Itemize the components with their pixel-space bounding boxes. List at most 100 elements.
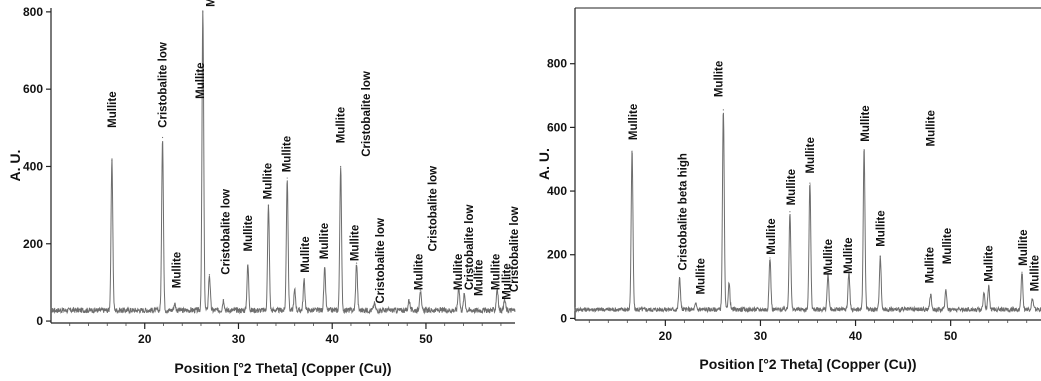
x-tick-label: 40 (849, 329, 863, 343)
x-tick-label: 20 (138, 332, 152, 346)
peak-point (983, 292, 985, 294)
peak-point (809, 182, 811, 184)
peak-phase-label: Mullite (1018, 229, 1030, 265)
peak-point (355, 262, 358, 264)
y-tick-label: 600 (23, 82, 43, 96)
peak-phase-label: Cristobalite low (158, 42, 170, 128)
right-xrd-chart: 0 200 400 600 800 20 30 40 50 Position [°2 Theta]… (536, 7, 1041, 372)
peak-phase-label: Mullite (925, 247, 937, 283)
x-tick-label: 50 (944, 329, 958, 343)
peak-phase-label: Mullite (696, 258, 708, 294)
peak-point (848, 271, 850, 273)
peak-point (408, 299, 410, 301)
peak-point (286, 177, 288, 179)
peak-point (728, 282, 730, 284)
peak-phase-label: Cristobalite low (464, 204, 476, 290)
peak-phase-label: Mullite (843, 237, 855, 273)
peak-point (294, 289, 296, 291)
peak-point (631, 150, 633, 152)
x-tick-label: 50 (419, 332, 433, 346)
x-tick-label: 20 (659, 329, 673, 343)
peak-point (769, 257, 771, 259)
peak-phase-label: Mullite (1029, 255, 1041, 291)
x-tick-label: 30 (232, 332, 246, 346)
peak-phase-label: Mullite (263, 163, 275, 199)
peak-point (863, 149, 865, 151)
peak-point (324, 268, 326, 270)
peak-point (496, 287, 498, 289)
peak-phase-label: Mullite (875, 210, 887, 246)
peak-phase-label: Mullite (490, 254, 502, 290)
peak-point (789, 211, 791, 213)
y-axis-label: A. U. (7, 150, 23, 182)
peak-point (247, 264, 249, 266)
peak-point (303, 279, 305, 282)
peak-point (458, 285, 460, 287)
y-tick-label: 0 (36, 314, 43, 328)
peak-phase-label: Mullite (926, 110, 938, 146)
peak-phase-label: Cristobalite beta high (677, 153, 689, 271)
y-tick-label: 400 (547, 184, 567, 198)
y-tick-label: 0 (560, 311, 567, 325)
x-tick-label: 40 (326, 332, 340, 346)
peak-phase-label: Mullite (413, 254, 425, 290)
xrd-pattern-line (574, 112, 1041, 314)
peak-phase-label: Mullite (350, 225, 362, 261)
peak-point (504, 299, 506, 301)
peak-phase-label: Mullite (766, 218, 778, 254)
peak-point (174, 303, 176, 305)
peak-phase-label: Mullite (300, 236, 312, 272)
peak-point (463, 293, 465, 295)
y-tick-label: 800 (547, 57, 567, 71)
peak-phase-label: Mullite (473, 260, 485, 296)
peak-phase-label: Mullite (823, 239, 835, 275)
y-tick-label: 200 (547, 248, 567, 262)
y-tick-label: 600 (547, 120, 567, 134)
peak-phase-label: Mullite (172, 252, 184, 288)
peak-phase-label: Mullite (714, 61, 726, 97)
peak-phase-label: Mullite (502, 263, 514, 299)
peak-point (679, 278, 681, 280)
x-axis-label: Position [°2 Theta] (Copper (Cu)) (174, 360, 391, 376)
peak-phase-label: Mullite (860, 105, 872, 141)
peak-phase-label: Mullite (942, 228, 954, 264)
peak-point (930, 293, 932, 296)
left-xrd-chart: 0 200 400 600 800 20 30 40 50 Position [°2 Theta]… (7, 0, 521, 376)
peak-phase-label: Mullite (984, 245, 996, 281)
peak-phase-label: Mullite (628, 104, 640, 140)
peak-point (1021, 271, 1023, 273)
peak-point (111, 160, 113, 162)
peak-point (945, 289, 947, 291)
peak-point (208, 274, 211, 276)
peak-point (202, 11, 204, 13)
peak-phase-label: Mullite (336, 107, 348, 143)
peak-phase-label: Mullite (281, 136, 293, 172)
y-axis-label: A. U. (536, 148, 552, 180)
x-axis-label: Position [°2 Theta] (Copper (Cu)) (699, 356, 916, 372)
peak-phase-label: Cristobalite low (375, 218, 387, 304)
peak-point (340, 165, 342, 168)
peak-phase-label: Mullite (205, 0, 217, 7)
peak-point (373, 303, 375, 305)
peak-phase-label: Cristobalite low (361, 71, 373, 157)
peak-point (827, 274, 829, 277)
xrd-pattern-line (50, 10, 516, 315)
y-tick-label: 400 (23, 159, 43, 173)
peak-point (988, 285, 990, 288)
peak-point (722, 109, 724, 111)
peak-phase-label: Mullite (319, 223, 331, 259)
peak-point (267, 204, 270, 206)
peak-phase-label: Cristobalite low (428, 166, 440, 252)
peak-point (1031, 298, 1034, 300)
peak-point (161, 136, 164, 139)
x-tick-label: 30 (754, 329, 768, 343)
peak-phase-label: Mullite (107, 91, 119, 127)
peak-phase-label: Mullite (243, 215, 255, 251)
peak-point (695, 303, 697, 305)
peak-phase-label: Cristobalite low (509, 206, 521, 292)
peak-phase-label: Mullite (786, 169, 798, 205)
peak-point (419, 289, 421, 291)
peak-phase-label: Mullite (453, 254, 465, 290)
peak-phase-label: Cristobalite low (220, 189, 232, 275)
